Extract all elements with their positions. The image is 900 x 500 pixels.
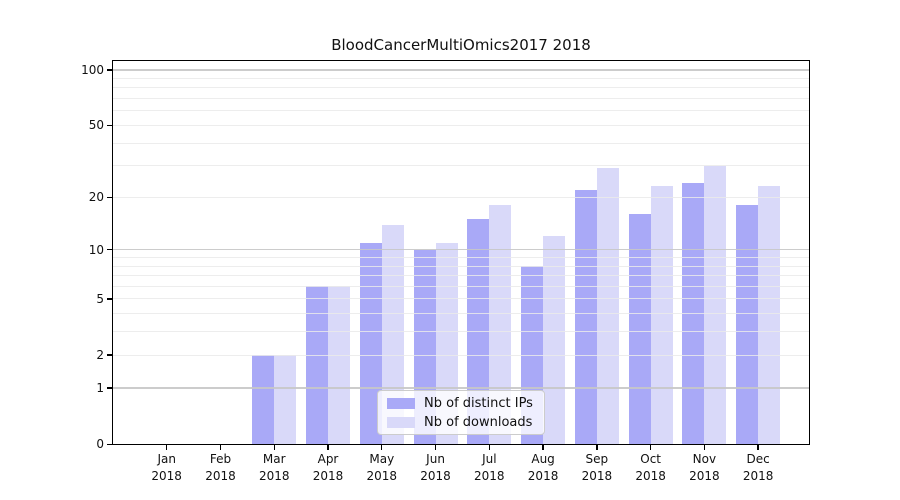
y-tick-label: 0 (96, 437, 104, 452)
y-tick-label: 5 (96, 291, 104, 306)
y-tick-2 (106, 354, 112, 356)
gridline-major-10 (112, 249, 810, 251)
bar-downloads-jul (489, 205, 512, 445)
x-tick-label: Nov 2018 (689, 452, 720, 483)
x-tick-label: Jul 2018 (474, 452, 505, 483)
gridline-minor-60 (112, 110, 810, 112)
y-tick-1 (106, 387, 112, 389)
x-tick-oct (649, 445, 652, 450)
x-tick-label: Feb 2018 (205, 452, 236, 483)
gridline-minor-8 (112, 265, 810, 267)
x-tick-label: Aug 2018 (527, 452, 559, 483)
x-tick-dec (757, 445, 759, 450)
gridline-minor-20 (112, 196, 810, 198)
plot-spine-left (111, 59, 114, 446)
gridline-minor-80 (112, 87, 810, 89)
x-tick-label: Jun 2018 (420, 452, 451, 483)
bar-downloads-aug (543, 236, 566, 445)
chart-title: BloodCancerMultiOmics2017 2018 (331, 36, 591, 54)
x-tick-may (381, 445, 383, 450)
legend-label-downloads: Nb of downloads (424, 414, 533, 430)
bar-downloads-dec (758, 186, 781, 445)
y-tick-20 (106, 196, 112, 198)
y-tick-label: 10 (88, 242, 104, 257)
gridline-minor-90 (112, 77, 810, 79)
bar-ips-mar (252, 355, 275, 445)
plot-spine-top (112, 59, 810, 61)
bar-ips-apr (306, 286, 328, 445)
x-tick-label: Apr 2018 (312, 452, 344, 483)
y-tick-100 (106, 69, 112, 71)
y-tick-5 (106, 298, 112, 300)
gridline-minor-4 (112, 313, 810, 315)
x-tick-label: May 2018 (366, 452, 398, 483)
bar-downloads-nov (704, 165, 727, 445)
x-tick-aug (542, 445, 544, 450)
gridline-major-1 (112, 387, 810, 389)
x-tick-label: Sep 2018 (581, 452, 613, 483)
gridline-minor-9 (112, 257, 810, 258)
x-tick-jan (166, 445, 168, 450)
bar-downloads-mar (274, 355, 297, 445)
x-tick-jul (488, 445, 490, 450)
legend-swatch-downloads (387, 416, 415, 428)
bar-ips-oct (628, 214, 651, 445)
x-tick-mar (273, 445, 275, 450)
legend-item-distinct-ips: Nb of distinct IPs (387, 395, 535, 411)
x-tick-label: Dec 2018 (742, 452, 774, 483)
bar-ips-sep (574, 189, 597, 445)
bar-downloads-sep (596, 168, 619, 445)
bar-ips-may (359, 242, 382, 445)
bar-downloads-may (381, 224, 404, 445)
x-tick-sep (596, 445, 598, 450)
y-tick-label: 20 (88, 190, 104, 205)
legend-swatch-distinct-ips (387, 397, 415, 409)
gridline-minor-40 (112, 142, 810, 144)
bar-downloads-apr (328, 286, 350, 445)
y-tick-label: 1 (96, 381, 104, 396)
y-tick-label: 50 (88, 118, 104, 133)
legend: Nb of distinct IPs Nb of downloads (377, 390, 545, 435)
gridline-minor-50 (112, 124, 810, 126)
y-tick-10 (106, 249, 112, 251)
gridline-minor-5 (112, 298, 810, 300)
plot-spine-bottom (112, 443, 810, 446)
gridline-minor-3 (112, 331, 810, 333)
gridline-minor-2 (112, 354, 810, 356)
x-tick-label: Mar 2018 (258, 452, 290, 483)
gridline-minor-30 (112, 165, 810, 167)
bar-ips-dec (736, 205, 759, 445)
x-tick-apr (327, 445, 329, 450)
y-tick-label: 100 (81, 62, 104, 77)
legend-item-downloads: Nb of downloads (387, 414, 535, 430)
x-tick-feb (219, 445, 222, 450)
x-tick-nov (703, 445, 706, 450)
x-tick-label: Oct 2018 (635, 452, 666, 483)
x-tick-label: Jan 2018 (151, 452, 182, 483)
gridline-minor-7 (112, 275, 810, 277)
legend-label-distinct-ips: Nb of distinct IPs (424, 395, 533, 411)
plot-spine-right (808, 59, 811, 446)
gridline-minor-70 (112, 97, 810, 99)
y-tick-label: 2 (96, 348, 104, 363)
bar-downloads-oct (650, 186, 673, 445)
x-tick-jun (434, 445, 437, 450)
gridline-minor-6 (112, 285, 810, 287)
gridline-major-100 (112, 69, 810, 71)
y-tick-50 (106, 124, 112, 127)
y-tick-0 (106, 443, 112, 445)
